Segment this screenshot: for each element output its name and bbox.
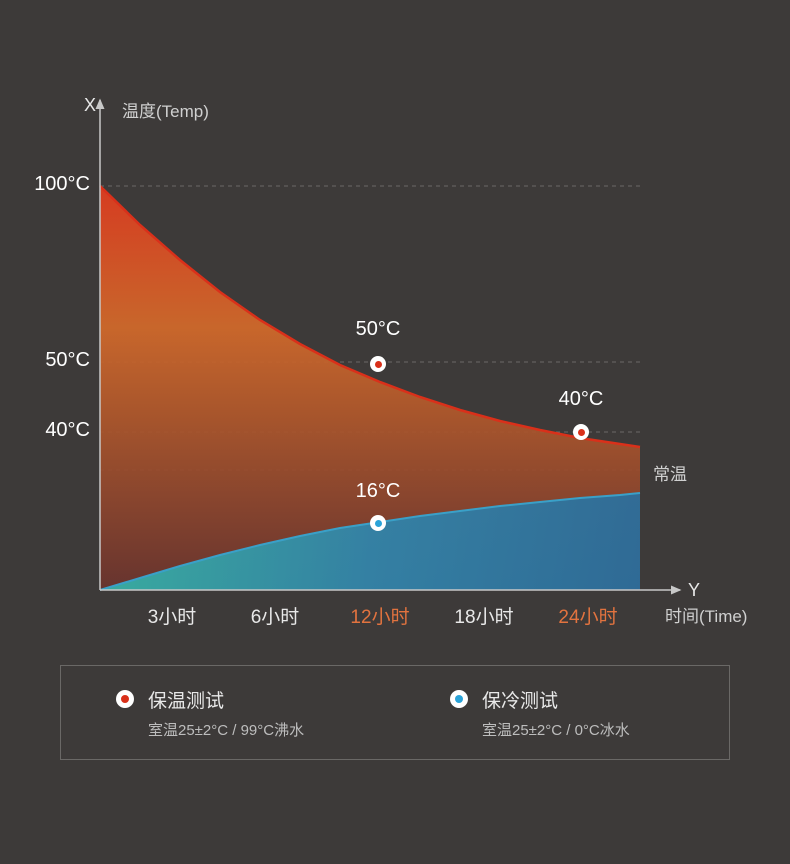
x-tick-label: 12小时 xyxy=(350,602,409,629)
temperature-chart: X 温度(Temp) Y 时间(Time) 100°C 50°C 40°C 3小时 6… xyxy=(0,0,790,864)
legend-title: 保温测试 xyxy=(148,686,304,713)
legend-title: 保冷测试 xyxy=(482,686,630,713)
y-tick-label: 40°C xyxy=(45,419,90,442)
y-tick-label: 50°C xyxy=(45,349,90,372)
legend: 保温测试 室温25±2°C / 99°C沸水 保冷测试 室温25±2°C / 0… xyxy=(60,665,730,760)
data-point xyxy=(370,515,386,531)
x-tick-label: 18小时 xyxy=(454,602,513,629)
x-tick-label: 6小时 xyxy=(251,602,300,629)
legend-dot-hot xyxy=(116,690,134,708)
data-point-label: 50°C xyxy=(356,318,401,341)
data-point xyxy=(573,424,589,440)
y-tick-label: 100°C xyxy=(34,173,90,196)
legend-item-hot: 保温测试 室温25±2°C / 99°C沸水 xyxy=(61,666,395,759)
data-point-label: 40°C xyxy=(559,388,604,411)
legend-item-cold: 保冷测试 室温25±2°C / 0°C冰水 xyxy=(395,666,729,759)
legend-subtitle: 室温25±2°C / 99°C沸水 xyxy=(148,719,304,740)
x-tick-label: 24小时 xyxy=(558,602,617,629)
x-axis-letter: Y xyxy=(688,580,700,601)
legend-dot-cold xyxy=(450,690,468,708)
x-tick-label: 3小时 xyxy=(148,602,197,629)
legend-subtitle: 室温25±2°C / 0°C冰水 xyxy=(482,719,630,740)
x-axis-title: 时间(Time) xyxy=(665,602,747,627)
y-axis-letter: X xyxy=(84,95,96,116)
data-point xyxy=(370,356,386,372)
y-axis-title: 温度(Temp) xyxy=(122,97,209,122)
room-temp-label: 常温 xyxy=(653,460,687,485)
data-point-label: 16°C xyxy=(356,480,401,503)
